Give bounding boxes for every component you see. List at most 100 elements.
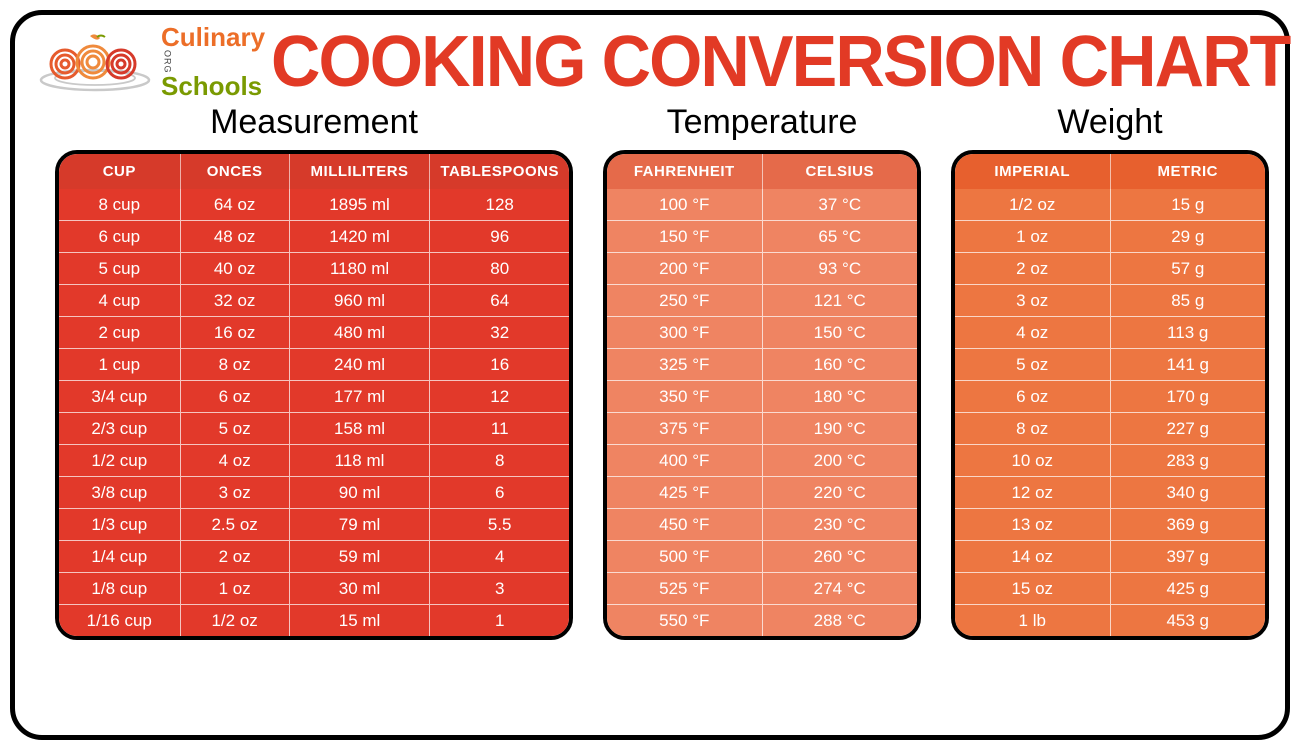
table-cell: 15 oz <box>955 573 1110 605</box>
table-row: 1/4 cup2 oz59 ml4 <box>59 541 569 573</box>
table-row: 400 °F200 °C <box>607 445 917 477</box>
measurement-title: Measurement <box>55 103 573 142</box>
sections-row: Measurement CUPONCESMILLILITERSTABLESPOO… <box>15 103 1285 660</box>
table-cell: 5.5 <box>430 509 569 541</box>
table-cell: 4 oz <box>955 317 1110 349</box>
table-cell: 177 ml <box>289 381 430 413</box>
table-cell: 1/8 cup <box>59 573 180 605</box>
table-cell: 1 lb <box>955 605 1110 637</box>
table-cell: 1/3 cup <box>59 509 180 541</box>
table-cell: 397 g <box>1110 541 1265 573</box>
table-row: 15 oz425 g <box>955 573 1265 605</box>
table-cell: 12 oz <box>955 477 1110 509</box>
table-cell: 16 oz <box>180 317 289 349</box>
table-cell: 1/2 oz <box>955 189 1110 221</box>
table-cell: 274 °C <box>762 573 917 605</box>
table-row: 100 °F37 °C <box>607 189 917 221</box>
table-row: 4 oz113 g <box>955 317 1265 349</box>
header: CulinaryORG Schools COOKING CONVERSION C… <box>15 15 1285 103</box>
table-row: 150 °F65 °C <box>607 221 917 253</box>
table-cell: 90 ml <box>289 477 430 509</box>
measurement-table: CUPONCESMILLILITERSTABLESPOONS8 cup64 oz… <box>55 150 573 640</box>
table-row: 2/3 cup5 oz158 ml11 <box>59 413 569 445</box>
col-header: ONCES <box>180 154 289 189</box>
brand-top: Culinary <box>161 22 265 52</box>
table-row: 250 °F121 °C <box>607 285 917 317</box>
table-row: 13 oz369 g <box>955 509 1265 541</box>
table-cell: 2.5 oz <box>180 509 289 541</box>
table-cell: 8 <box>430 445 569 477</box>
table-cell: 500 °F <box>607 541 762 573</box>
table-cell: 450 °F <box>607 509 762 541</box>
temperature-section: Temperature FAHRENHEITCELSIUS100 °F37 °C… <box>603 103 921 640</box>
table-cell: 5 oz <box>180 413 289 445</box>
brand-text: CulinaryORG Schools <box>161 25 265 99</box>
table-cell: 32 oz <box>180 285 289 317</box>
table-cell: 2 oz <box>955 253 1110 285</box>
col-header: IMPERIAL <box>955 154 1110 189</box>
table-cell: 200 °C <box>762 445 917 477</box>
table-cell: 11 <box>430 413 569 445</box>
table-row: 1/8 cup1 oz30 ml3 <box>59 573 569 605</box>
brand-bottom: Schools <box>161 71 262 101</box>
table-row: 8 cup64 oz1895 ml128 <box>59 189 569 221</box>
table-cell: 425 °F <box>607 477 762 509</box>
table-cell: 240 ml <box>289 349 430 381</box>
table-row: 350 °F180 °C <box>607 381 917 413</box>
table-cell: 65 °C <box>762 221 917 253</box>
table-row: 1/2 cup4 oz118 ml8 <box>59 445 569 477</box>
table-row: 1 lb453 g <box>955 605 1265 637</box>
table-cell: 250 °F <box>607 285 762 317</box>
table-row: 1/2 oz15 g <box>955 189 1265 221</box>
table-row: 5 oz141 g <box>955 349 1265 381</box>
col-header: CUP <box>59 154 180 189</box>
table-cell: 1 oz <box>955 221 1110 253</box>
measurement-section: Measurement CUPONCESMILLILITERSTABLESPOO… <box>55 103 573 640</box>
table-row: 550 °F288 °C <box>607 605 917 637</box>
table-cell: 400 °F <box>607 445 762 477</box>
table-cell: 6 cup <box>59 221 180 253</box>
table-cell: 3 oz <box>180 477 289 509</box>
table-cell: 180 °C <box>762 381 917 413</box>
table-cell: 2/3 cup <box>59 413 180 445</box>
table-row: 4 cup32 oz960 ml64 <box>59 285 569 317</box>
table-cell: 190 °C <box>762 413 917 445</box>
col-header: METRIC <box>1110 154 1265 189</box>
table-cell: 350 °F <box>607 381 762 413</box>
table-cell: 340 g <box>1110 477 1265 509</box>
table-row: 2 oz57 g <box>955 253 1265 285</box>
table-row: 2 cup16 oz480 ml32 <box>59 317 569 349</box>
table-cell: 15 ml <box>289 605 430 637</box>
table-row: 1/16 cup1/2 oz15 ml1 <box>59 605 569 637</box>
chart-frame: CulinaryORG Schools COOKING CONVERSION C… <box>10 10 1290 740</box>
table-cell: 6 <box>430 477 569 509</box>
table-cell: 200 °F <box>607 253 762 285</box>
table-cell: 64 <box>430 285 569 317</box>
table-cell: 93 °C <box>762 253 917 285</box>
table-cell: 40 oz <box>180 253 289 285</box>
table-cell: 30 ml <box>289 573 430 605</box>
table-cell: 13 oz <box>955 509 1110 541</box>
table-row: 6 oz170 g <box>955 381 1265 413</box>
table-cell: 6 oz <box>180 381 289 413</box>
table-cell: 550 °F <box>607 605 762 637</box>
table-cell: 8 cup <box>59 189 180 221</box>
table-cell: 1 cup <box>59 349 180 381</box>
table-row: 5 cup40 oz1180 ml80 <box>59 253 569 285</box>
table-cell: 57 g <box>1110 253 1265 285</box>
table-row: 200 °F93 °C <box>607 253 917 285</box>
table-cell: 128 <box>430 189 569 221</box>
table-cell: 150 °F <box>607 221 762 253</box>
brand-logo: CulinaryORG Schools <box>35 25 265 99</box>
col-header: CELSIUS <box>762 154 917 189</box>
col-header: TABLESPOONS <box>430 154 569 189</box>
table-row: 1/3 cup2.5 oz79 ml5.5 <box>59 509 569 541</box>
table-cell: 150 °C <box>762 317 917 349</box>
table-cell: 1 <box>430 605 569 637</box>
table-cell: 100 °F <box>607 189 762 221</box>
col-header: MILLILITERS <box>289 154 430 189</box>
table-cell: 170 g <box>1110 381 1265 413</box>
table-row: 14 oz397 g <box>955 541 1265 573</box>
table-cell: 2 cup <box>59 317 180 349</box>
table-cell: 525 °F <box>607 573 762 605</box>
